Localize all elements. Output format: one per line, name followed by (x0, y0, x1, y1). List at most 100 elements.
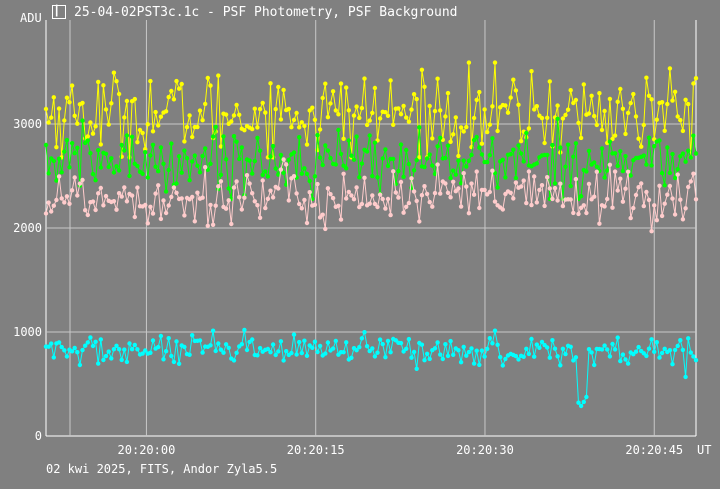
series-3-point-79 (250, 337, 255, 342)
series-3-point-168 (482, 354, 487, 359)
series-3-point-105 (317, 343, 323, 349)
series-1-point-214 (602, 175, 607, 180)
series-0-point-248 (691, 81, 696, 86)
series-3-point-59 (197, 338, 203, 343)
series-1-point-47 (166, 167, 171, 173)
series-1-point-82 (257, 148, 263, 153)
series-3-point-21 (98, 337, 104, 342)
series-3-point-150 (435, 340, 440, 345)
series-3-point-8 (64, 354, 70, 359)
series-2-point-248 (691, 171, 696, 176)
series-0-point-162 (466, 60, 472, 65)
series-3-point-28 (116, 347, 122, 352)
series-3-point-114 (341, 350, 346, 355)
series-0-point-148 (430, 136, 435, 141)
series-3-point-121 (359, 336, 365, 341)
series-1-point-59 (197, 170, 203, 175)
series-3-point-196 (555, 354, 560, 359)
series-1-point-239 (667, 170, 673, 176)
series-1-point-133 (391, 156, 396, 162)
series-0-point-196 (555, 103, 560, 108)
series-1-point-6 (59, 170, 64, 175)
series-3-point-190 (539, 339, 545, 345)
series-0-point-169 (485, 129, 490, 135)
series-3-point-198 (560, 346, 566, 351)
series-0-point-131 (385, 113, 391, 119)
series-2-point-148 (430, 204, 435, 209)
series-0-point-54 (184, 124, 190, 130)
series-2-point-203 (573, 176, 579, 182)
series-2-point-45 (161, 198, 166, 203)
series-2-point-86 (268, 188, 273, 193)
series-2-point-38 (143, 202, 148, 208)
series-1-point-78 (247, 158, 252, 163)
series-0-point-238 (665, 101, 670, 107)
series-1-point-169 (485, 159, 490, 165)
series-0-point-35 (135, 140, 140, 145)
series-3-point-189 (537, 345, 542, 350)
series-2-point-104 (315, 181, 320, 187)
series-3-point-98 (299, 350, 304, 356)
series-2-point-135 (396, 195, 401, 200)
series-1-point-87 (270, 143, 276, 149)
series-3-point-130 (383, 355, 388, 360)
series-3-point-241 (672, 347, 678, 353)
series-1-point-216 (607, 139, 613, 144)
series-0-point-66 (216, 73, 221, 78)
series-3-point-201 (568, 344, 573, 349)
series-2-point-204 (576, 211, 581, 217)
series-3-point-249 (693, 358, 699, 363)
series-3-point-232 (649, 337, 654, 342)
series-3-point-243 (678, 338, 683, 343)
series-3-point-25 (109, 356, 114, 361)
series-3-point-88 (273, 352, 278, 358)
series-1-point-199 (563, 164, 568, 169)
series-2-point-118 (351, 197, 357, 202)
series-1-point-201 (568, 183, 573, 189)
series-2-point-208 (586, 181, 592, 187)
y-tick-label-0: 0 (35, 429, 42, 443)
series-1-point-160 (461, 158, 466, 163)
series-2-point-52 (179, 196, 184, 201)
series-0-point-231 (646, 93, 652, 99)
series-0-point-40 (148, 78, 153, 84)
series-0-point-211 (594, 122, 599, 128)
series-2-point-0 (43, 211, 49, 216)
series-1-point-145 (422, 164, 427, 170)
series-2-point-206 (581, 203, 586, 208)
series-3-point-222 (623, 357, 628, 362)
series-2-point-40 (148, 204, 153, 209)
series-0-point-44 (158, 114, 164, 119)
series-0-point-27 (114, 79, 119, 84)
series-2-point-5 (56, 174, 62, 179)
chart-app-icon[interactable]: ▎ (52, 5, 66, 19)
series-1-point-12 (75, 145, 80, 150)
series-1-point-45 (161, 161, 166, 166)
series-0-point-206 (581, 82, 586, 87)
series-0-point-52 (179, 81, 184, 87)
series-0-point-241 (672, 89, 678, 95)
series-3-point-10 (69, 349, 75, 354)
series-0-point-53 (182, 139, 187, 144)
series-3-point-119 (354, 348, 359, 353)
series-0-point-202 (571, 100, 576, 106)
series-1-point-70 (226, 186, 231, 191)
series-2-point-197 (558, 181, 563, 186)
series-2-point-134 (393, 190, 398, 195)
series-2-point-178 (508, 190, 513, 195)
series-0-point-177 (505, 110, 511, 115)
series-2-point-82 (257, 215, 263, 220)
series-1-point-242 (675, 167, 680, 172)
series-1-point-131 (385, 163, 391, 169)
series-1-point-113 (338, 151, 344, 157)
series-2-point-97 (297, 201, 302, 207)
series-3-point-14 (80, 347, 85, 353)
series-0-point-39 (145, 122, 150, 127)
series-0-point-236 (659, 100, 665, 105)
series-2-point-4 (54, 197, 59, 203)
series-2-point-179 (511, 196, 516, 201)
series-3-point-142 (414, 366, 419, 371)
series-1-point-154 (445, 143, 451, 148)
series-1-point-41 (150, 142, 156, 147)
